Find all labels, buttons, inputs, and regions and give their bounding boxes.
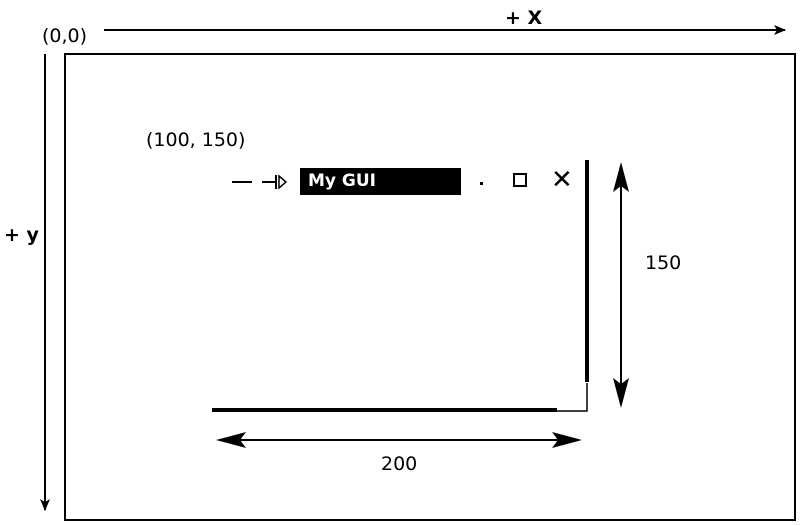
window-title-bar[interactable]: My GUI	[300, 168, 461, 195]
width-dimension-label: 200	[381, 453, 418, 475]
height-dimension-label: 150	[645, 252, 682, 274]
y-axis-label: + y	[4, 224, 39, 246]
maximize-square-icon[interactable]	[513, 173, 527, 187]
screen-border	[64, 53, 796, 521]
window-position-label: (100, 150)	[146, 129, 246, 151]
origin-label: (0,0)	[42, 25, 88, 47]
x-axis-label: + X	[505, 7, 543, 29]
resize-corner	[557, 383, 588, 412]
close-x-icon[interactable]: ✕	[551, 165, 573, 195]
minimize-dot-icon[interactable]	[480, 182, 483, 185]
window-title: My GUI	[308, 171, 376, 191]
system-menu-icon	[232, 174, 288, 190]
